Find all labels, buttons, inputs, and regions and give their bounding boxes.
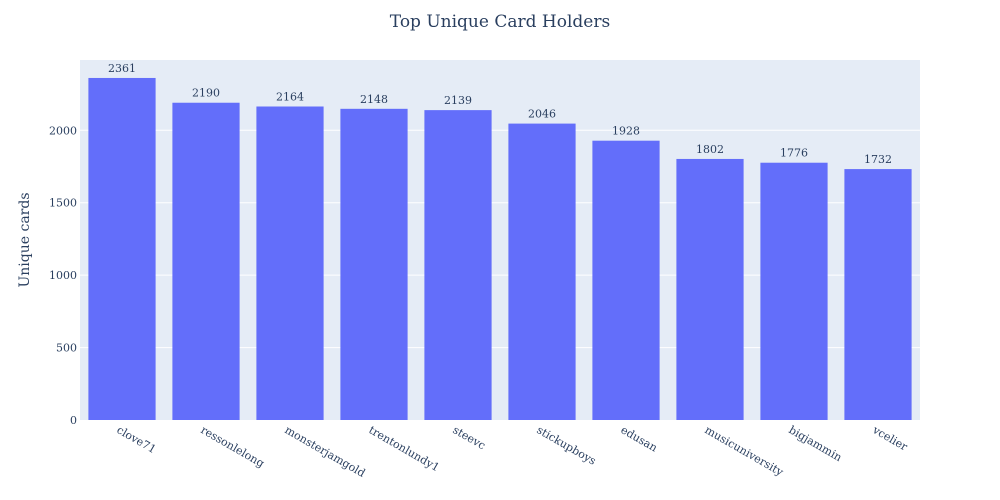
data-label: 2139 [444, 94, 472, 107]
x-tick-label: clove71 [115, 423, 159, 456]
y-tick-label: 1000 [49, 269, 77, 282]
x-tick-label: bigjammin [787, 423, 845, 464]
bar-stickupboys[interactable] [508, 123, 576, 420]
y-tick-label: 1500 [49, 197, 77, 210]
data-label: 2046 [528, 108, 556, 121]
data-label: 2164 [276, 91, 304, 104]
x-tick-label: steevc [451, 423, 488, 452]
data-label: 2190 [192, 87, 220, 100]
bar-trentonlundy1[interactable] [340, 108, 408, 420]
data-label: 1928 [612, 125, 640, 138]
bar-edusan[interactable] [592, 140, 660, 421]
x-tick-label: stickupboys [535, 423, 599, 467]
data-label: 2148 [360, 93, 388, 106]
data-label: 1732 [864, 153, 892, 166]
bar-monsterjamgold[interactable] [256, 106, 324, 420]
x-tick-label: ressonlelong [199, 423, 267, 470]
y-tick-label: 2000 [49, 124, 77, 137]
bar-clove71[interactable] [88, 77, 156, 421]
x-tick-label: monsterjamgold [283, 423, 368, 480]
x-tick-label: trentonlundy1 [367, 423, 442, 474]
data-label: 1802 [696, 143, 724, 156]
bar-vcelier[interactable] [844, 169, 912, 420]
y-tick-label: 0 [70, 414, 77, 427]
data-label: 2361 [108, 62, 136, 75]
bar-musicuniversity[interactable] [676, 158, 744, 420]
y-tick-label: 500 [56, 342, 77, 355]
bar-bigjammin[interactable] [760, 162, 828, 420]
x-tick-label: edusan [619, 423, 660, 454]
x-tick-label: musicuniversity [703, 423, 787, 479]
x-tick-label: vcelier [870, 423, 911, 454]
bar-steevc[interactable] [424, 110, 492, 420]
data-label: 1776 [780, 147, 808, 160]
bar-ressonlelong[interactable] [172, 102, 240, 420]
chart-title: Top Unique Card Holders [389, 12, 611, 32]
